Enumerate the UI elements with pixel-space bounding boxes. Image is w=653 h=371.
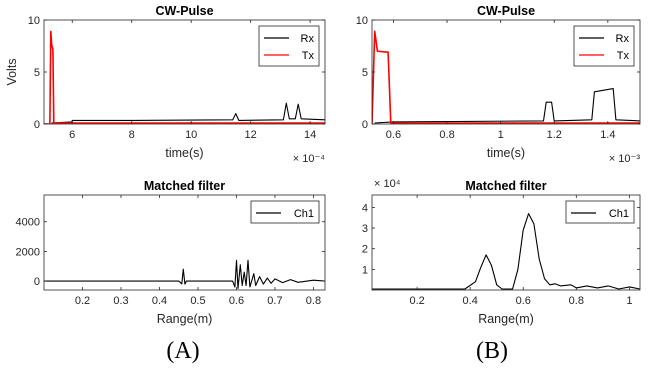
x-tick-label: 14 <box>304 129 316 141</box>
legend-label-ch1: Ch1 <box>294 208 314 220</box>
x-tick-label: 1 <box>498 129 504 141</box>
x-tick-label: 0.8 <box>306 295 321 307</box>
legend-label-rx: Rx <box>301 33 315 45</box>
legend: Ch1 <box>565 200 635 224</box>
legend: Rx Tx <box>258 25 320 67</box>
chart-title: CW-Pulse <box>155 4 213 18</box>
y-tick-label: 1 <box>362 264 368 276</box>
y-tick-label: 5 <box>34 67 40 79</box>
x-tick-label: 0.5 <box>190 295 205 307</box>
series-line-rx <box>374 88 640 124</box>
y-tick-label: 0 <box>362 119 368 131</box>
x-tick-label: 0.2 <box>409 295 424 307</box>
x-tick-label: 1.2 <box>547 129 562 141</box>
legend: Rx Tx <box>573 25 635 67</box>
x-tick-label: 0.4 <box>152 295 167 307</box>
x-axis-label: time(s) <box>487 146 525 160</box>
y-tick-label: 5 <box>362 67 368 79</box>
legend-label-tx: Tx <box>302 50 315 62</box>
y-tick-label: 0 <box>34 119 40 131</box>
chart-title: Matched filter <box>465 179 546 193</box>
series-line-tx <box>44 30 325 124</box>
series-line-ch1 <box>372 213 640 290</box>
x-axis-label: time(s) <box>165 146 203 160</box>
x-tick-label: 0.3 <box>113 295 128 307</box>
chart-A-bottom: 0.2 0.3 0.4 0.5 0.6 0.7 0.8 0 2000 4000 Matched fi… <box>16 179 326 326</box>
x-tick-label: 0.6 <box>229 295 244 307</box>
y-tick-label: 2000 <box>16 246 40 258</box>
x-tick-label: 6 <box>69 129 75 141</box>
x-tick-label: 1.4 <box>600 129 615 141</box>
legend-box <box>573 25 635 67</box>
x-tick-label: 0.8 <box>439 129 454 141</box>
x-tick-label: 0.6 <box>386 129 401 141</box>
legend-box <box>565 200 635 224</box>
x-exponent-label: × 10⁻⁴ <box>293 153 326 165</box>
x-tick-label: 0.7 <box>267 295 282 307</box>
chart-B-bottom: 0.2 0.4 0.6 0.8 1 1 2 3 4 Matched filter Range(m) ×… <box>362 178 641 326</box>
y-tick-label: 2 <box>362 244 368 256</box>
axes-box <box>371 194 641 291</box>
x-exponent-label: × 10⁻³ <box>609 153 641 165</box>
legend-box <box>258 25 320 67</box>
legend-box <box>250 200 320 224</box>
x-axis-label: Range(m) <box>157 312 213 326</box>
y-tick-label: 4000 <box>16 217 40 229</box>
x-axis-label: Range(m) <box>478 312 534 326</box>
legend-label-ch1: Ch1 <box>609 208 629 220</box>
y-tick-label: 3 <box>362 223 368 235</box>
panel-label-b: (B) <box>476 338 508 364</box>
x-tick-label: 12 <box>245 129 257 141</box>
legend: Ch1 <box>250 200 320 224</box>
axes-box <box>43 194 326 291</box>
x-tick-label: 1 <box>626 295 632 307</box>
panel-label-a: (A) <box>166 338 199 364</box>
legend-label-tx: Tx <box>617 50 630 62</box>
y-tick-label: 10 <box>356 15 368 27</box>
chart-B-top: 0.6 0.8 1 1.2 1.4 0 5 10 CW-Pulse time(s) × 10⁻³ Rx… <box>356 4 641 165</box>
x-tick-label: 0.8 <box>569 295 584 307</box>
series-line-rx <box>51 102 325 124</box>
legend-label-rx: Rx <box>616 33 630 45</box>
chart-title: Matched filter <box>144 179 225 193</box>
x-tick-label: 0.2 <box>75 295 90 307</box>
x-tick-label: 0.6 <box>516 295 531 307</box>
chart-title: CW-Pulse <box>477 4 535 18</box>
y-tick-label: 10 <box>28 15 40 27</box>
x-tick-label: 8 <box>129 129 135 141</box>
series-line-tx <box>372 30 640 124</box>
y-exponent-label: × 10⁴ <box>374 178 401 190</box>
series-line-ch1 <box>44 259 325 290</box>
y-axis-label: Volts <box>5 58 19 85</box>
chart-A-top: 6 8 10 12 14 0 5 10 CW-Pulse time(s) Volts × 10⁻⁴ Rx… <box>5 4 326 165</box>
y-tick-label: 0 <box>34 276 40 288</box>
x-tick-label: 10 <box>185 129 197 141</box>
x-tick-label: 0.4 <box>463 295 478 307</box>
y-tick-label: 4 <box>362 202 368 214</box>
